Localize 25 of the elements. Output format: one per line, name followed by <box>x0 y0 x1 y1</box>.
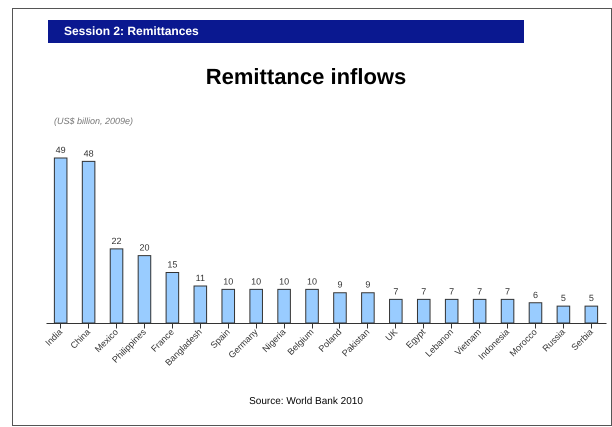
chart-subtitle: (US$ billion, 2009e) <box>54 116 134 126</box>
data-label: 7 <box>505 286 510 296</box>
data-label: 22 <box>112 236 122 246</box>
data-label: 10 <box>251 276 262 286</box>
chart-title: Remittance inflows <box>204 64 408 90</box>
data-label: 11 <box>196 272 205 283</box>
data-label: 15 <box>167 259 178 270</box>
x-tick-label: UK <box>383 326 400 343</box>
data-label: 10 <box>307 276 318 286</box>
data-label: 48 <box>84 148 94 158</box>
data-label: 6 <box>532 290 538 300</box>
data-label: 10 <box>279 276 290 286</box>
data-label: 9 <box>337 280 342 290</box>
data-label: 9 <box>365 280 370 290</box>
text: Session 2: Remittances <box>48 20 524 43</box>
data-label: 7 <box>393 286 398 296</box>
data-label: 5 <box>588 293 594 304</box>
data-label: 10 <box>223 276 234 286</box>
data-label: 5 <box>560 293 566 304</box>
data-label: 7 <box>421 286 426 296</box>
data-label: 7 <box>477 286 482 296</box>
data-label: 49 <box>56 145 66 155</box>
source-note: Source: World Bank 2010 <box>248 396 364 407</box>
data-label: 7 <box>449 286 454 296</box>
data-label: 20 <box>139 242 150 253</box>
